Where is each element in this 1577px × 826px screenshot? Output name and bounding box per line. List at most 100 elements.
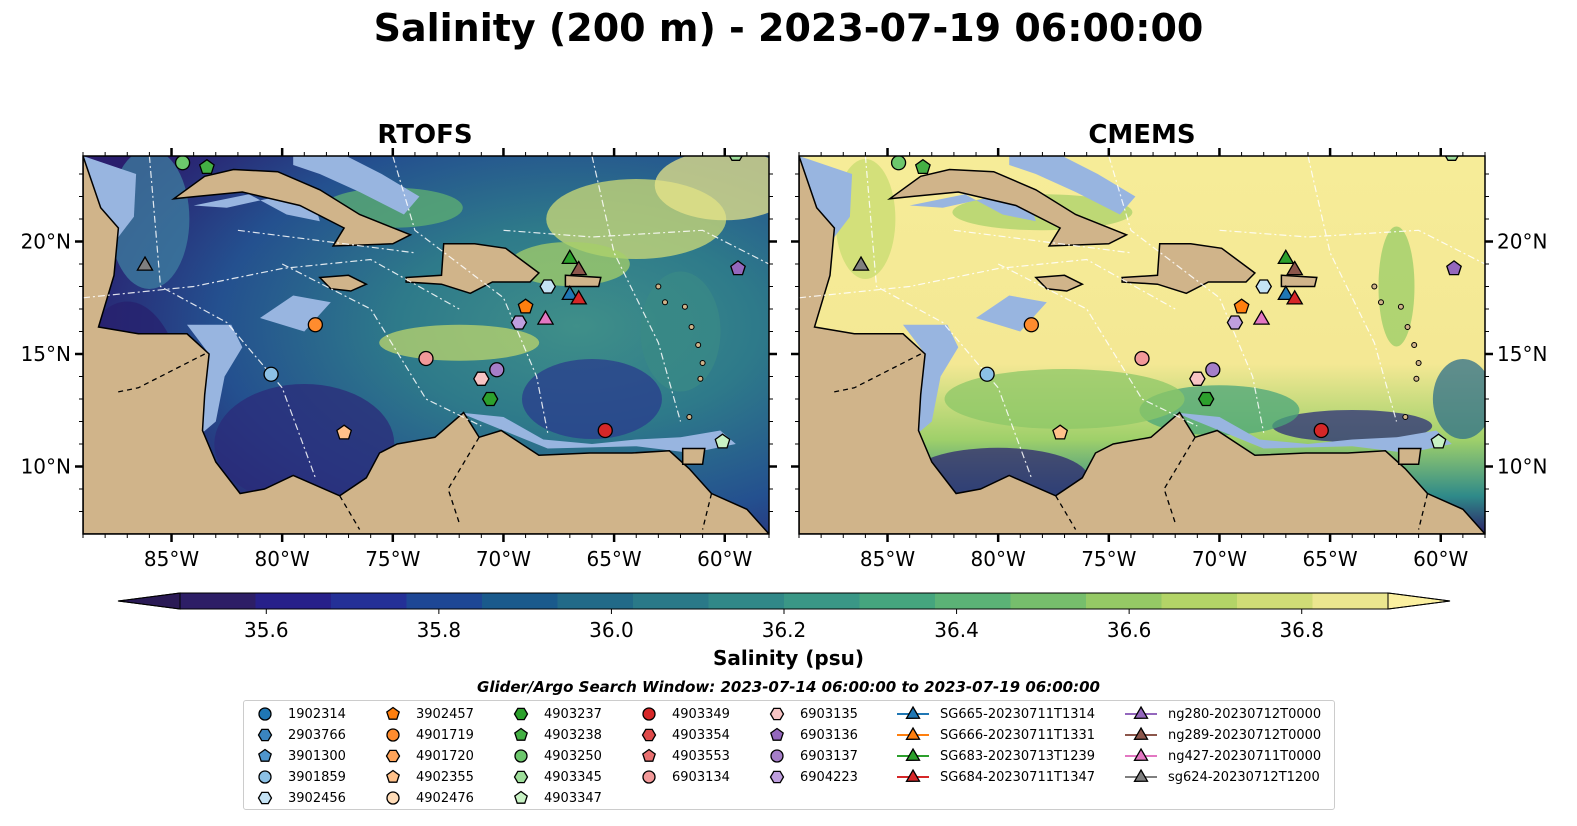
- colorbar-tick-label: 36.6: [1107, 618, 1152, 642]
- platform-marker-sg665-20230711t1314: [561, 284, 579, 301]
- eez-boundary: [281, 263, 482, 427]
- platform-marker-4903345: [1444, 156, 1459, 161]
- legend-marker-icon: [514, 749, 528, 763]
- legend-item: 4901719: [384, 726, 474, 744]
- lat-tick-label: 10°N: [1497, 455, 1547, 479]
- platform-marker-4901719: [307, 317, 324, 333]
- platform-marker-6904223: [1226, 315, 1244, 330]
- legend-marker-icon: [769, 707, 785, 721]
- lon-tick-label: 75°W: [1081, 547, 1136, 571]
- platform-marker-6903134: [1134, 350, 1150, 367]
- legend-marker-icon: [258, 748, 272, 762]
- lon-tick-label: 80°W: [255, 547, 310, 571]
- legend-label: 4901720: [416, 748, 474, 764]
- lon-tick-label: 60°W: [697, 547, 752, 571]
- legend-item: 3901859: [256, 768, 346, 786]
- eez-boundary: [1219, 229, 1485, 265]
- platform-marker-3902456: [1255, 279, 1273, 294]
- platform-marker-6903136: [730, 260, 746, 276]
- legend-marker-icon: [257, 791, 273, 805]
- legend-marker-icon: [905, 768, 921, 782]
- platform-marker-4903347: [1430, 433, 1447, 449]
- eez-boundary: [864, 156, 1032, 479]
- colorbar-tick-label: 35.6: [244, 618, 289, 642]
- legend-marker-icon: [386, 728, 400, 742]
- platform-marker-6903137: [489, 362, 505, 378]
- platform-marker-4903347: [714, 433, 731, 449]
- legend-item: 4902355: [384, 768, 474, 786]
- land-trinidad: [681, 447, 706, 466]
- legend-marker-icon: [385, 749, 401, 763]
- eez-boundary: [799, 258, 1176, 310]
- legend-item: 4903347: [512, 789, 602, 807]
- colorbar-tick-label: 35.8: [417, 618, 462, 642]
- legend-label: 4901719: [416, 727, 474, 743]
- platform-marker-4902355: [336, 424, 353, 440]
- legend-label: 4903238: [544, 727, 602, 743]
- lon-tick-label: 80°W: [971, 547, 1026, 571]
- legend-item: 3902457: [384, 705, 474, 723]
- lon-tick-label: 65°W: [1302, 547, 1357, 571]
- platform-marker-ng427-20230711t0000: [536, 309, 555, 325]
- legend-marker-icon: [769, 770, 785, 784]
- eez-boundary: [148, 156, 316, 479]
- legend-label: 4903237: [544, 706, 602, 722]
- legend-marker-icon: [642, 707, 656, 721]
- legend-item: sg624-20230712T1200: [1124, 768, 1320, 786]
- legend-item: 4901720: [384, 747, 474, 765]
- legend-marker-icon: [514, 727, 528, 741]
- lat-tick-label: 15°N: [21, 342, 71, 366]
- legend-item: 6903135: [768, 705, 858, 723]
- platform-marker-sg624-20230712t1200: [852, 255, 870, 271]
- legend-marker-icon: [258, 770, 272, 784]
- eez-boundary: [503, 229, 769, 265]
- eez-boundary: [83, 258, 460, 310]
- platform-marker-4903238: [198, 158, 215, 175]
- land-border: [1163, 436, 1196, 524]
- legend-marker-icon: [770, 749, 784, 763]
- legend-item: 2903766: [256, 726, 346, 744]
- platform-marker-1902314: [65, 154, 79, 168]
- land-jamaica: [1034, 274, 1085, 292]
- legend-label: 3902457: [416, 706, 474, 722]
- land-jamaica: [318, 274, 369, 292]
- legend-marker-icon: [386, 791, 400, 805]
- land-trinidad: [1397, 447, 1422, 466]
- colorbar-segment: [180, 593, 256, 609]
- land-border: [1417, 493, 1429, 530]
- colorbar-segment: [784, 593, 860, 609]
- legend-item: SG683-20230713T1239: [896, 747, 1095, 765]
- legend-marker-icon: [770, 727, 784, 741]
- platform-marker-ng289-20230712t0000: [569, 260, 588, 276]
- legend-label: 6903135: [800, 706, 858, 722]
- platform-marker-sg684-20230711t1347: [1285, 289, 1304, 305]
- legend-label: SG666-20230711T1331: [940, 727, 1096, 743]
- legend-label: 3902456: [288, 790, 346, 806]
- platform-marker-4903238: [914, 158, 931, 175]
- land-hispaniola: [405, 243, 541, 295]
- shelf-mosquitia: [187, 324, 243, 433]
- colorbar-over-arrow: [1387, 592, 1451, 610]
- legend-marker-icon: [258, 707, 272, 721]
- colorbar-segment: [1086, 593, 1162, 609]
- map-panel-rtofs: 85°W 80°W 75°W 70°W 65°W 60°W 20°N 15°N 10°N: [21, 148, 777, 571]
- colorbar-segment: [406, 593, 483, 609]
- lon-tick-label: 75°W: [365, 547, 420, 571]
- land-central-america: [83, 156, 769, 534]
- colorbar-segment: [1010, 593, 1087, 609]
- colorbar-segment: [331, 593, 407, 609]
- legend-label: 4902355: [416, 769, 474, 785]
- legend-label: ng289-20230712T0000: [1168, 727, 1322, 743]
- legend-label: 3901300: [288, 748, 346, 764]
- legend-item: ng280-20230712T0000: [1124, 705, 1321, 723]
- legend-item: 3901300: [256, 747, 346, 765]
- colorbar-segment: [255, 593, 332, 609]
- legend-label: SG683-20230713T1239: [940, 748, 1096, 764]
- platform-marker-4903349: [597, 422, 613, 439]
- lon-tick-label: 65°W: [586, 547, 641, 571]
- legend: 1902314 2903766 3901300 3901859 3902456 39024…: [243, 700, 1335, 810]
- lon-tick-label: 70°W: [1192, 547, 1247, 571]
- shelf-mosquitia: [903, 324, 959, 433]
- platform-marker-4903237: [481, 391, 499, 407]
